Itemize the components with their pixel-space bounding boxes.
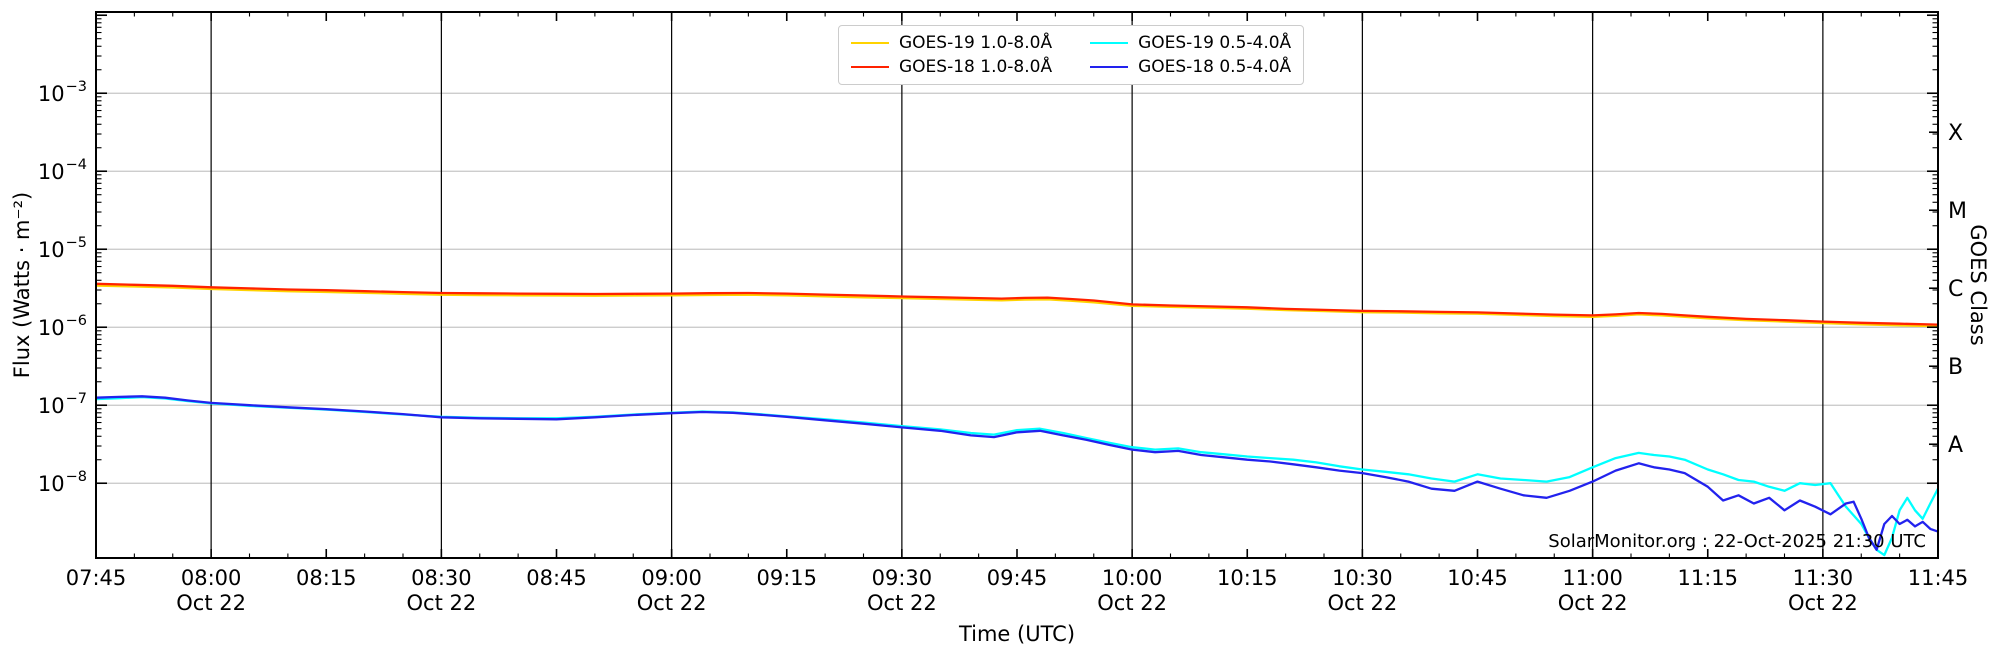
- y-tick-label: 10−6: [38, 313, 87, 340]
- solarmonitor-timestamp-annotation: SolarMonitor.org : 22-Oct-2025 21:30 UTC: [1548, 531, 1926, 552]
- x-tick-label: 09:00: [641, 566, 702, 590]
- x-tick-label: 10:45: [1447, 566, 1508, 590]
- legend-item-goes18-long: GOES-18 1.0-8.0Å: [851, 57, 1052, 77]
- legend-swatch-goes19-long: [851, 42, 889, 44]
- y-tick-labels: 10−3 10−4 10−5 10−6 10−7 10−8: [38, 79, 87, 496]
- x-tick-date-label: Oct 22: [407, 591, 477, 615]
- x-tick-label: 08:15: [296, 566, 357, 590]
- legend: GOES-19 1.0-8.0Å GOES-19 0.5-4.0Å GOES-1…: [838, 25, 1305, 85]
- goes-class-label-m: M: [1948, 199, 1967, 224]
- series-line-goes-18-1-0-8-0å: [96, 282, 1938, 326]
- legend-item-goes19-short: GOES-19 0.5-4.0Å: [1090, 33, 1291, 53]
- x-tick-date-label: Oct 22: [637, 591, 707, 615]
- x-axis-title-time: Time (UTC): [958, 622, 1076, 646]
- legend-label-goes18-short: GOES-18 0.5-4.0Å: [1138, 57, 1292, 77]
- x-tick-date-label: Oct 22: [1328, 591, 1398, 615]
- x-tick-label: 10:30: [1332, 566, 1393, 590]
- x-tick-label: 11:00: [1562, 566, 1623, 590]
- horizontal-gridlines: [96, 92, 1938, 484]
- plot-frame: [95, 11, 1939, 559]
- x-tick-label: 08:00: [181, 566, 242, 590]
- legend-swatch-goes18-short: [1090, 66, 1129, 68]
- y-tick-label: 10−8: [38, 469, 87, 496]
- x-tick-date-label: Oct 22: [867, 591, 937, 615]
- legend-item-goes19-long: GOES-19 1.0-8.0Å: [851, 33, 1052, 53]
- vertical-gridlines: [210, 12, 1824, 558]
- legend-label-goes18-long: GOES-18 1.0-8.0Å: [899, 57, 1053, 77]
- x-tick-label: 10:00: [1102, 566, 1163, 590]
- y-tick-label: 10−5: [38, 235, 87, 262]
- legend-swatch-goes19-short: [1090, 42, 1129, 44]
- y-tick-label: 10−7: [38, 391, 87, 418]
- y-axis-title-flux: Flux (Watts · m⁻²): [10, 191, 34, 379]
- x-tick-date-label: Oct 22: [1097, 591, 1167, 615]
- goes-class-label-x: X: [1948, 121, 1963, 146]
- x-tick-label: 09:45: [987, 566, 1048, 590]
- x-tick-label: 10:15: [1217, 566, 1278, 590]
- x-tick-label: 11:15: [1677, 566, 1738, 590]
- y-axis-title-goes-class: GOES Class: [1966, 224, 1990, 346]
- legend-swatch-goes18-long: [851, 66, 889, 68]
- x-tick-date-label: Oct 22: [176, 591, 246, 615]
- legend-item-goes18-short: GOES-18 0.5-4.0Å: [1090, 57, 1291, 77]
- goes-class-label-b: B: [1948, 355, 1963, 380]
- goes-class-label-c: C: [1948, 277, 1963, 302]
- legend-label-goes19-long: GOES-19 1.0-8.0Å: [899, 33, 1053, 53]
- y-tick-label: 10−4: [38, 157, 87, 184]
- goes-class-labels: X M C B A: [1948, 121, 1967, 458]
- series-line-goes-18-0-5-4-0å: [96, 395, 1938, 551]
- series-lines: [96, 282, 1938, 557]
- x-tick-label: 09:30: [872, 566, 933, 590]
- axis-ticks: [95, 12, 1939, 558]
- x-tick-date-label: Oct 22: [1558, 591, 1628, 615]
- x-tick-label: 11:30: [1793, 566, 1854, 590]
- y-tick-label: 10−3: [38, 79, 87, 106]
- legend-label-goes19-short: GOES-19 0.5-4.0Å: [1138, 33, 1292, 53]
- x-tick-label: 08:45: [526, 566, 587, 590]
- x-tick-label: 07:45: [66, 566, 127, 590]
- x-tick-date-label: Oct 22: [1788, 591, 1858, 615]
- x-tick-label: 08:30: [411, 566, 472, 590]
- series-line-goes-19-1-0-8-0å: [96, 284, 1938, 328]
- x-tick-label: 11:45: [1908, 566, 1969, 590]
- goes-class-label-a: A: [1948, 433, 1963, 458]
- x-tick-label: 09:15: [756, 566, 817, 590]
